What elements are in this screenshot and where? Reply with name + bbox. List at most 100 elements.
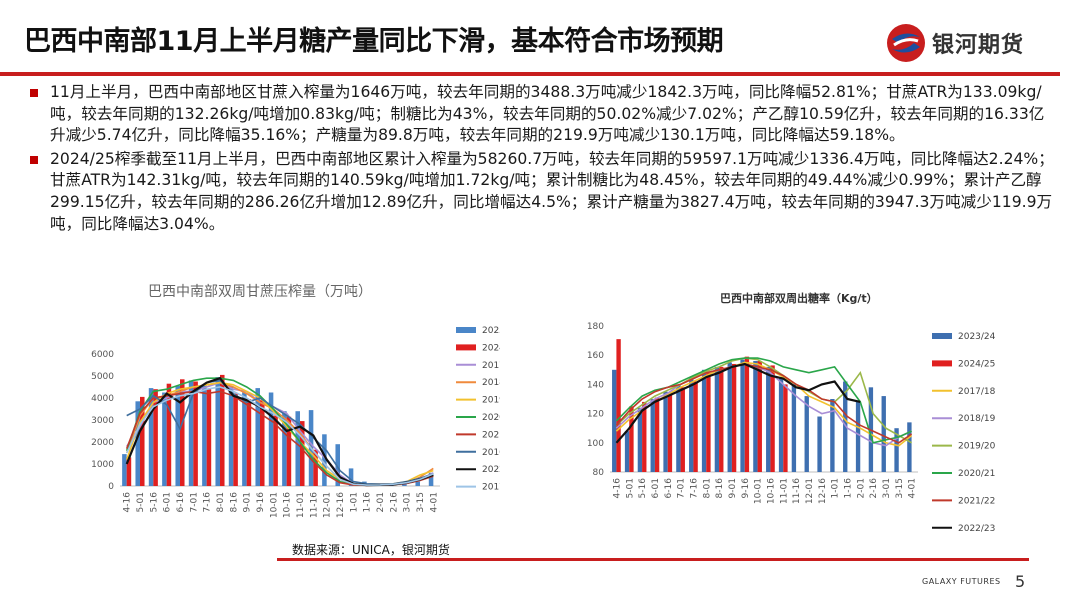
x-tick-label: 11-01 [296,492,306,518]
legend-label: 2017/18 [958,387,996,397]
x-tick-label: 1-16 [363,492,373,513]
x-tick-label: 3-01 [882,478,892,498]
crush-chart-title: 巴西中南部双周甘蔗压榨量（万吨） [148,284,372,300]
x-tick-label: 5-16 [638,478,648,499]
slide-title: 巴西中南部11月上半月糖产量同比下滑，基本符合市场预期 [24,26,724,57]
legend-swatch [456,327,476,333]
legend-label: 2020/21 [482,413,500,423]
x-tick-label: 2-16 [389,492,399,513]
bar [676,384,681,472]
bar [907,422,912,472]
bar [335,444,340,486]
bar [667,393,673,472]
bar [612,369,617,472]
x-tick-label: 4-16 [123,492,133,513]
bar [300,421,305,486]
galaxy-logo-icon [887,24,925,62]
legend-label: 2020/21 [958,469,995,479]
bar [148,388,154,486]
bar [295,411,300,486]
x-tick-label: 10-01 [269,492,279,518]
bar [206,389,212,486]
x-tick-label: 4-01 [908,478,918,498]
y-tick-label: 100 [587,439,604,449]
series-line [615,361,913,447]
legend-label: 2018/19 [958,414,996,424]
series-line [615,362,861,444]
legend-label: 2022/23 [482,465,500,475]
bar [228,385,234,486]
legend-label: 2019/20 [958,442,996,452]
bar [753,361,758,472]
bar [180,379,185,486]
bar [322,434,327,486]
series-line [615,363,912,447]
legend-label: 2016/17 [482,448,500,458]
x-tick-label: 10-01 [754,478,764,504]
crush-volume-chart: 0 1000 2000 3000 4000 5000 6000 4-16 5-01 5-16 6-0… [91,326,500,518]
legend-label: 2023/24 [482,326,500,336]
bar [830,399,835,472]
series-line [126,379,434,486]
legend-label: 2024/25 [482,343,500,353]
x-tick-label: 11-01 [779,478,789,504]
x-tick-label: 8-16 [715,478,725,499]
x-tick-label: 3-15 [416,492,426,512]
bar [731,363,737,472]
x-tick-label: 2-16 [869,478,879,499]
x-tick-label: 8-01 [702,478,712,498]
x-tick-label: 4-16 [612,478,622,499]
bar [273,415,278,486]
legend-label: 2017/18 [482,483,500,493]
bar [246,399,252,486]
legend-label: 2021/22 [958,496,995,506]
bar [654,397,660,472]
bullet-text: 11月上半月，巴西中南部地区甘蔗入榨量为1646万吨，较去年同期的3488.3万… [50,83,1045,145]
x-tick-label: 3-01 [403,492,413,512]
x-tick-label: 1-01 [349,492,359,512]
x-tick-label: 12-01 [805,478,815,504]
x-tick-label: 9-01 [728,478,738,498]
legend-swatch [932,360,952,367]
x-tick-label: 11-16 [792,478,802,504]
sugar-yield-chart-title: 巴西中南部双周出糖率（Kg/t） [720,292,878,305]
bar [616,339,621,472]
x-tick-label: 10-16 [766,478,776,504]
legend-swatch [456,344,476,351]
bullet-marker [30,89,38,97]
bar [744,356,750,472]
y-tick-label: 6000 [91,350,114,360]
title-divider [0,72,1060,76]
bar [701,369,707,472]
x-tick-label: 7-01 [189,492,199,512]
bar [126,457,132,486]
bar [650,399,655,472]
x-tick-label: 7-01 [677,478,687,498]
legend-label: 2021/22 [482,430,500,440]
bar [242,392,247,486]
bar [175,385,180,486]
bar [757,361,762,472]
x-tick-label: 4-01 [429,492,439,512]
y-tick-label: 140 [587,380,604,390]
x-tick-label: 7-16 [203,492,213,513]
bar [162,392,167,486]
bar [629,406,634,472]
x-tick-label: 6-01 [163,492,173,512]
bar [804,396,809,472]
y-tick-label: 80 [593,468,605,478]
bar [680,387,685,472]
x-tick-label: 5-01 [136,492,146,512]
bar [766,366,771,472]
bar [220,374,225,486]
bar [153,389,158,486]
x-tick-label: 3-15 [895,478,905,498]
legend-label: 2019/20 [482,396,500,406]
bullet-item: 2024/25榨季截至11月上半月，巴西中南部地区累计入榨量为58260.7万吨… [28,149,1058,235]
legend-swatch [932,333,952,339]
bar [637,407,643,472]
bar [663,391,668,472]
y-tick-label: 120 [587,410,604,420]
x-tick-label: 9-16 [256,492,266,513]
y-tick-label: 0 [108,482,114,492]
